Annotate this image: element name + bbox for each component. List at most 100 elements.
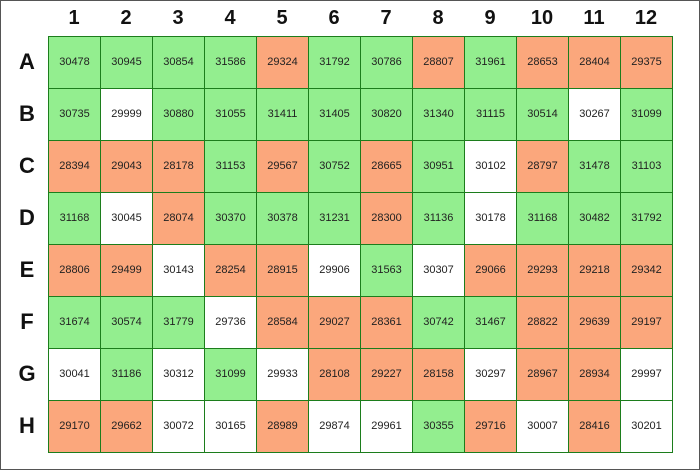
well-value: 30786: [360, 36, 413, 89]
column-label: 9: [484, 7, 496, 29]
well-value: 30072: [152, 400, 205, 453]
well-value: 30854: [152, 36, 205, 89]
well-value: 31168: [516, 192, 569, 245]
well-value: 31586: [204, 36, 257, 89]
well-value: 30165: [204, 400, 257, 453]
well-value: 31478: [568, 140, 621, 193]
well-value: 30143: [152, 244, 205, 297]
well-value: 31099: [620, 88, 673, 141]
well-value: 29066: [464, 244, 517, 297]
well-value: 30951: [412, 140, 465, 193]
well-value: 29961: [360, 400, 413, 453]
well-value: 31792: [620, 192, 673, 245]
well-value: 29293: [516, 244, 569, 297]
column-label: 12: [634, 7, 658, 29]
well-value: 28178: [152, 140, 205, 193]
well-value: 29736: [204, 296, 257, 349]
well-value: 29906: [308, 244, 361, 297]
well-value: 30312: [152, 348, 205, 401]
well-value: 28653: [516, 36, 569, 89]
well-value: 30102: [464, 140, 517, 193]
row-label: D: [19, 205, 35, 230]
well-value: 31674: [48, 296, 101, 349]
well-value: 31115: [464, 88, 517, 141]
well-value: 28404: [568, 36, 621, 89]
column-label: 3: [172, 7, 184, 29]
well-value: 31103: [620, 140, 673, 193]
well-value: 29170: [48, 400, 101, 453]
well-value: 30297: [464, 348, 517, 401]
well-value: 28416: [568, 400, 621, 453]
well-value: 29218: [568, 244, 621, 297]
well-value: 29499: [100, 244, 153, 297]
well-value: 29027: [308, 296, 361, 349]
well-value: 28989: [256, 400, 309, 453]
well-value: 30820: [360, 88, 413, 141]
row-label: B: [19, 101, 35, 126]
well-value: 31055: [204, 88, 257, 141]
well-value: 28300: [360, 192, 413, 245]
well-value: 28915: [256, 244, 309, 297]
well-value: 30574: [100, 296, 153, 349]
well-value: 30752: [308, 140, 361, 193]
column-label: 5: [276, 7, 288, 29]
well-value: 28158: [412, 348, 465, 401]
well-value: 31563: [360, 244, 413, 297]
well-value: 28108: [308, 348, 361, 401]
column-label: 6: [328, 7, 340, 29]
well-value: 31779: [152, 296, 205, 349]
well-value: 30178: [464, 192, 517, 245]
well-value: 28807: [412, 36, 465, 89]
well-value: 31405: [308, 88, 361, 141]
well-value: 29375: [620, 36, 673, 89]
well-value: 28822: [516, 296, 569, 349]
well-value: 31186: [100, 348, 153, 401]
well-value: 29227: [360, 348, 413, 401]
well-value: 31792: [308, 36, 361, 89]
well-value: 30880: [152, 88, 205, 141]
well-value: 31136: [412, 192, 465, 245]
well-value: 29716: [464, 400, 517, 453]
well-value: 31168: [48, 192, 101, 245]
well-value: 31411: [256, 88, 309, 141]
well-value: 30742: [412, 296, 465, 349]
column-label: 10: [530, 7, 554, 29]
well-value: 29933: [256, 348, 309, 401]
row-label: H: [19, 413, 35, 438]
well-value: 30370: [204, 192, 257, 245]
well-value: 28074: [152, 192, 205, 245]
well-value: 28806: [48, 244, 101, 297]
well-value: 31467: [464, 296, 517, 349]
well-value: 30355: [412, 400, 465, 453]
well-value: 29997: [620, 348, 673, 401]
well-value: 30514: [516, 88, 569, 141]
well-value: 28967: [516, 348, 569, 401]
well-value: 29639: [568, 296, 621, 349]
well-value: 29197: [620, 296, 673, 349]
well-value: 31099: [204, 348, 257, 401]
column-label: 11: [583, 7, 605, 29]
well-value: 29043: [100, 140, 153, 193]
well-value: 29999: [100, 88, 153, 141]
well-value: 28254: [204, 244, 257, 297]
row-label: C: [19, 153, 35, 178]
well-value: 28665: [360, 140, 413, 193]
row-label: F: [20, 309, 34, 334]
well-value: 31153: [204, 140, 257, 193]
well-value: 29324: [256, 36, 309, 89]
column-label: 1: [68, 7, 80, 29]
well-value: 31231: [308, 192, 361, 245]
well-value: 30045: [100, 192, 153, 245]
well-value: 30945: [100, 36, 153, 89]
row-label: E: [19, 257, 35, 282]
well-value: 29567: [256, 140, 309, 193]
well-value: 28584: [256, 296, 309, 349]
row-label: A: [19, 49, 35, 74]
well-value: 29874: [308, 400, 361, 453]
well-value: 30041: [48, 348, 101, 401]
well-value: 31961: [464, 36, 517, 89]
column-label: 8: [432, 7, 444, 29]
well-value: 29662: [100, 400, 153, 453]
well-value: 28361: [360, 296, 413, 349]
